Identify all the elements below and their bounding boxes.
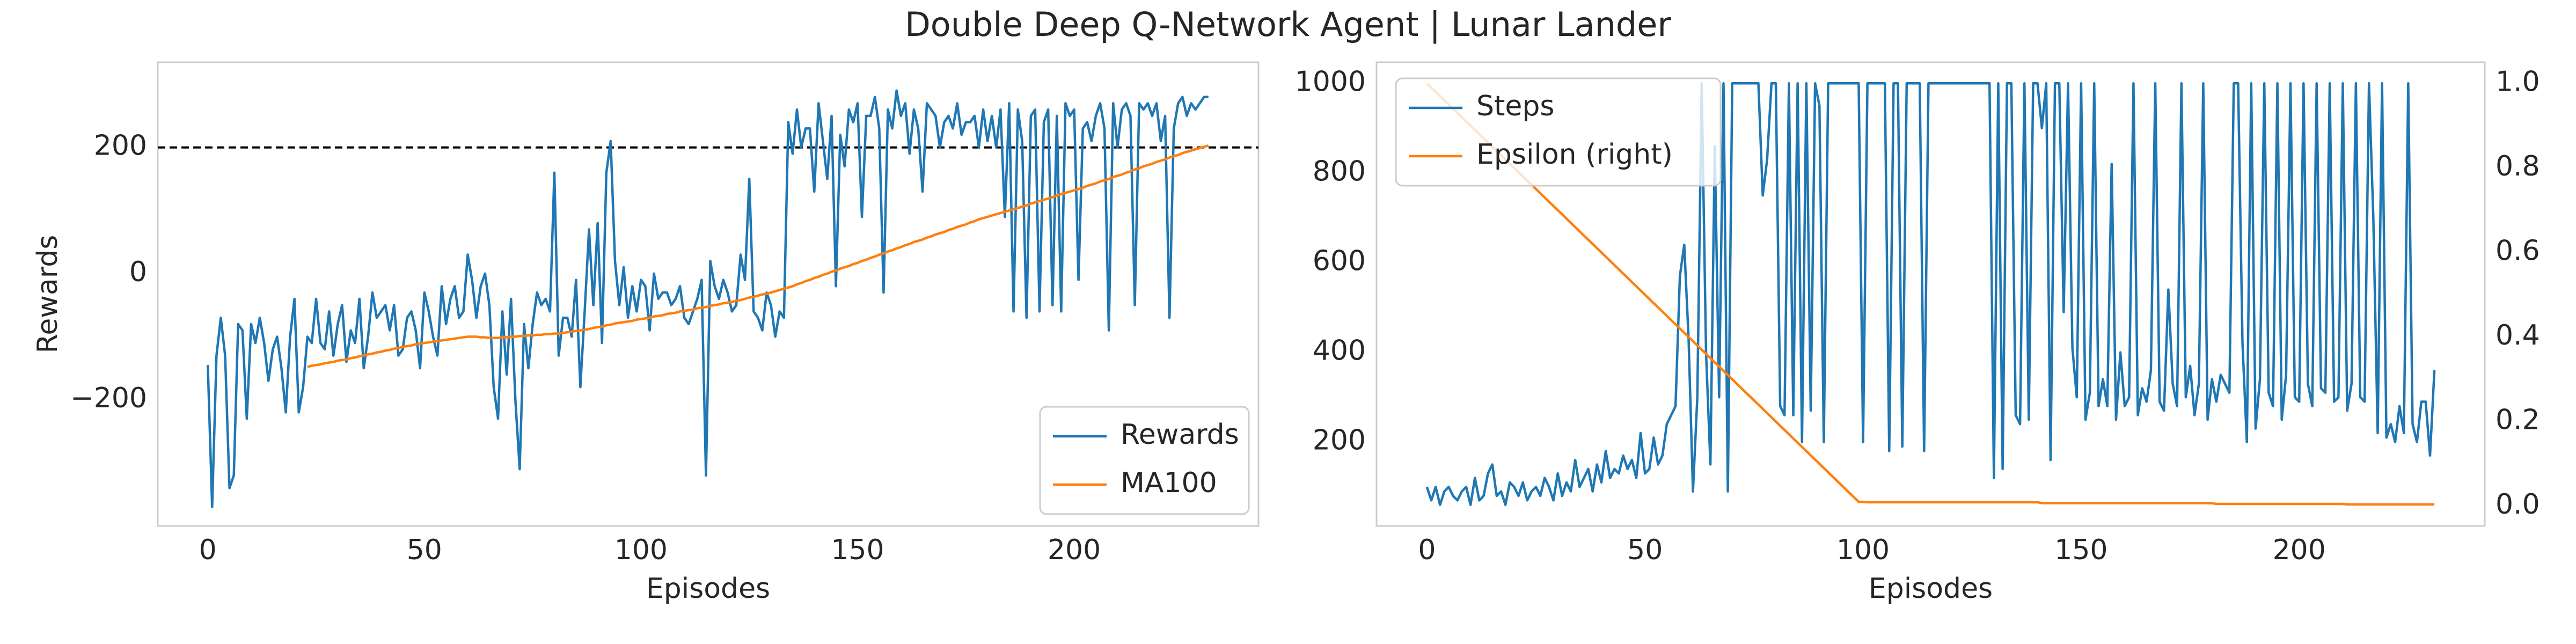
x-tick-label: 150: [831, 534, 884, 566]
x-tick-label: 50: [407, 534, 442, 566]
y2-tick-label: 0.6: [2496, 235, 2540, 267]
legend-label: MA100: [1121, 467, 1217, 499]
legend-label: Rewards: [1121, 419, 1239, 451]
x-tick-label: 100: [1836, 534, 1890, 566]
y-tick-label: 200: [1313, 425, 1366, 457]
y2-tick-label: 0.2: [2496, 404, 2540, 436]
y-tick-label: 400: [1313, 335, 1366, 367]
y-tick-label: 800: [1313, 155, 1366, 187]
x-tick-label: 50: [1627, 534, 1663, 566]
x-tick-label: 100: [614, 534, 668, 566]
x-axis-label: Episodes: [646, 573, 770, 605]
y-tick-label: −200: [70, 382, 147, 414]
figure-title: Double Deep Q-Network Agent | Lunar Land…: [905, 5, 1671, 45]
x-tick-label: 200: [1048, 534, 1101, 566]
y2-tick-label: 1.0: [2496, 65, 2540, 98]
y-tick-label: 1000: [1295, 65, 1366, 98]
plot-frame: [1375, 61, 2486, 527]
series-line: [307, 144, 1209, 368]
y-tick-label: 600: [1313, 245, 1366, 277]
y-tick-label: 0: [129, 256, 147, 288]
x-tick-label: 150: [2054, 534, 2107, 566]
legend-label: Epsilon (right): [1476, 138, 1673, 171]
y2-tick-label: 0.0: [2496, 488, 2540, 521]
legend-box: [1395, 77, 1722, 187]
x-axis-label: Episodes: [1869, 573, 1993, 605]
x-tick-label: 0: [1418, 534, 1436, 566]
y2-tick-label: 0.8: [2496, 150, 2540, 182]
series-line: [1425, 82, 2436, 506]
y2-tick-label: 0.4: [2496, 319, 2540, 352]
series-line: [1426, 82, 2435, 506]
legend-label: Steps: [1476, 90, 1555, 122]
series-line: [206, 89, 1209, 508]
x-tick-label: 0: [199, 534, 217, 566]
x-tick-label: 200: [2273, 534, 2326, 566]
y-tick-label: 200: [94, 130, 147, 162]
y-axis-label: Rewards: [32, 235, 64, 354]
legend-box: [1039, 406, 1250, 515]
plot-frame: [157, 61, 1260, 527]
